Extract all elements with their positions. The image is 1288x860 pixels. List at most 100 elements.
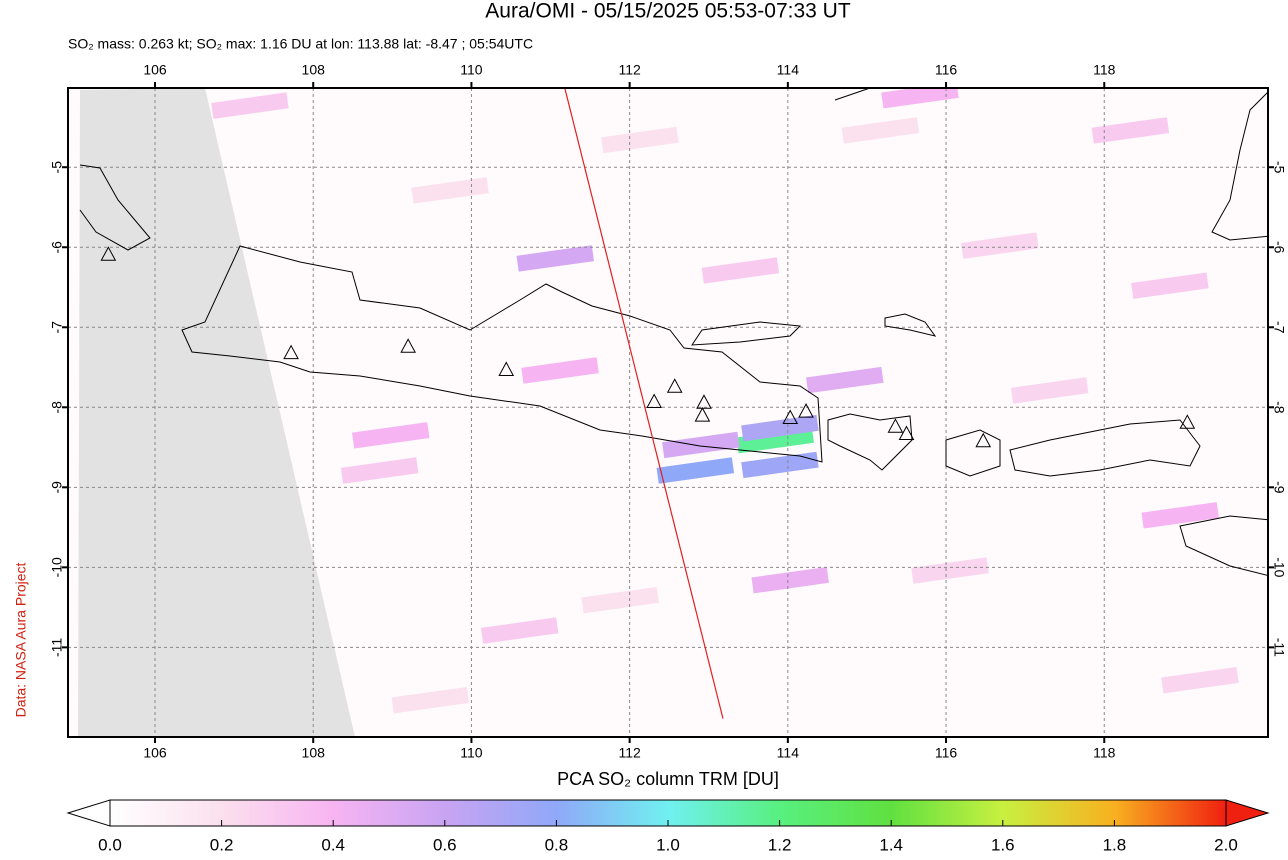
x-tick-label: 114 bbox=[777, 745, 800, 761]
x-tick-label: 118 bbox=[1093, 745, 1116, 761]
so2-pixel bbox=[1131, 272, 1209, 299]
volcano bbox=[798, 403, 814, 418]
volcano bbox=[646, 393, 662, 408]
orbit-track bbox=[564, 88, 724, 719]
volcano bbox=[498, 361, 515, 376]
so2-pixel bbox=[662, 431, 740, 459]
overlay bbox=[100, 88, 1196, 719]
so2-pixel bbox=[1141, 502, 1219, 529]
y-tick-label: -8 bbox=[49, 401, 65, 414]
chart-title: Aura/OMI - 05/15/2025 05:53-07:33 UT bbox=[485, 0, 851, 23]
y-tick-label: -5 bbox=[1271, 161, 1287, 174]
so2-pixel bbox=[340, 457, 419, 484]
y-tick-label: -11 bbox=[49, 638, 65, 657]
coastline bbox=[945, 429, 1001, 477]
y-tick-label: -10 bbox=[49, 557, 65, 577]
so2-pixel bbox=[961, 232, 1039, 259]
colorbar-tick-label: 0.2 bbox=[210, 835, 234, 854]
x-tick-label: 110 bbox=[460, 62, 483, 78]
x-tick-label: 114 bbox=[777, 62, 800, 78]
colorbar-tick-label: 1.4 bbox=[879, 835, 903, 854]
so2-pixel bbox=[841, 117, 920, 144]
volcano bbox=[1179, 414, 1196, 429]
volcano bbox=[100, 246, 117, 261]
x-tick-label: 112 bbox=[618, 745, 641, 761]
x-tick-label: 118 bbox=[1093, 62, 1116, 78]
x-tick-label: 106 bbox=[143, 62, 167, 78]
colorbar: PCA SO₂ column TRM [DU] 0.0 0.2 0.4 0.6 0.8 1… bbox=[66, 769, 1270, 854]
map-frame bbox=[67, 87, 1269, 738]
y-tick-label: -9 bbox=[49, 481, 65, 494]
volcano bbox=[887, 418, 904, 433]
so2-pixel bbox=[1161, 666, 1239, 694]
colorbar-tick-label: 1.2 bbox=[768, 835, 792, 854]
colorbar-tick-label: 0.4 bbox=[321, 835, 345, 854]
so2-pixel bbox=[516, 245, 595, 272]
colorbar-tick-label: 1.8 bbox=[1103, 835, 1127, 854]
coastline bbox=[181, 245, 823, 463]
so2-pixel bbox=[656, 457, 735, 484]
so2-pixel bbox=[411, 177, 489, 204]
colorbar-tick-label: 0.6 bbox=[433, 835, 457, 854]
so2-pixel bbox=[911, 557, 989, 584]
so2-pixel bbox=[480, 617, 559, 644]
grid: 106 106 108 108 110 110 112 112 114 114 116 116 118 1… bbox=[49, 62, 1288, 761]
so2-pixel bbox=[751, 566, 829, 594]
colorbar-bar bbox=[109, 799, 1227, 827]
colorbar-tick-label: 0.0 bbox=[98, 835, 122, 854]
y-tick-label: -6 bbox=[1271, 241, 1287, 254]
y-tick-label: -10 bbox=[1271, 557, 1287, 577]
coastline bbox=[691, 321, 802, 346]
x-tick-label: 108 bbox=[302, 745, 326, 761]
x-tick-label: 116 bbox=[935, 62, 958, 78]
y-tick-label: -5 bbox=[49, 161, 65, 174]
so2-pixel bbox=[1010, 377, 1089, 404]
so2-pixel bbox=[351, 422, 430, 449]
so2-pixel bbox=[391, 686, 470, 714]
coastline bbox=[884, 313, 937, 337]
credit: Data: NASA Aura Project bbox=[13, 562, 29, 717]
so2-pixel bbox=[741, 451, 819, 479]
x-tick-label: 116 bbox=[935, 745, 958, 761]
so2-pixel bbox=[806, 366, 884, 394]
coastline bbox=[834, 88, 1268, 241]
x-tick-label: 108 bbox=[302, 62, 326, 78]
volcano bbox=[400, 338, 416, 353]
volcano bbox=[283, 344, 299, 360]
colorbar-high-arrow bbox=[1225, 799, 1270, 827]
y-tick-label: -9 bbox=[1271, 481, 1287, 494]
coastline bbox=[827, 413, 913, 471]
y-tick-label: -6 bbox=[49, 241, 65, 254]
volcano bbox=[666, 378, 683, 393]
colorbar-tick-label: 2.0 bbox=[1214, 835, 1238, 854]
so2-pixel bbox=[601, 126, 679, 154]
colorbar-label: PCA SO₂ column TRM [DU] bbox=[557, 769, 779, 789]
so2-pixel bbox=[211, 92, 289, 119]
y-tick-label: -11 bbox=[1271, 638, 1287, 657]
y-tick-label: -7 bbox=[49, 321, 65, 334]
coastline bbox=[1009, 419, 1201, 477]
volcano bbox=[696, 394, 712, 409]
so2-pixel bbox=[1091, 117, 1170, 144]
y-tick-label: -8 bbox=[1271, 401, 1287, 414]
volcano bbox=[975, 432, 992, 448]
y-tick-label: -7 bbox=[1271, 321, 1287, 334]
so2-pixel bbox=[581, 586, 659, 614]
coastline bbox=[1179, 515, 1268, 577]
coastline bbox=[79, 164, 151, 251]
coastlines bbox=[79, 88, 1268, 577]
colorbar-tick-label: 0.8 bbox=[545, 835, 569, 854]
x-tick-label: 112 bbox=[618, 62, 641, 78]
so2-pixel bbox=[521, 357, 599, 384]
volcano bbox=[898, 425, 915, 441]
volcano bbox=[694, 407, 711, 422]
colorbar-low-arrow bbox=[66, 799, 111, 827]
x-tick-label: 110 bbox=[460, 745, 483, 761]
so2-pixel bbox=[701, 257, 780, 284]
subtitle: SO₂ mass: 0.263 kt; SO₂ max: 1.16 DU at … bbox=[68, 36, 533, 52]
colorbar-tick-label: 1.6 bbox=[991, 835, 1015, 854]
no-data-area bbox=[78, 88, 355, 737]
volcano bbox=[782, 409, 799, 425]
colorbar-tick-label: 1.0 bbox=[656, 835, 680, 854]
